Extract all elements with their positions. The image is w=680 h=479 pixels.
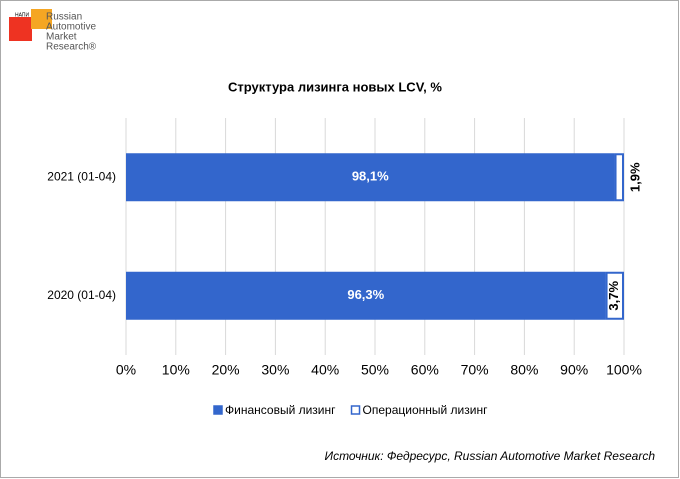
x-tick-label: 0%	[116, 362, 136, 378]
legend-swatch	[213, 405, 223, 415]
chart-title: Структура лизинга новых LCV, %	[228, 79, 442, 94]
data-label: 96,3%	[347, 287, 384, 302]
x-tick-label: 20%	[212, 362, 240, 378]
bar-segment	[126, 153, 615, 202]
logo-line: Research®	[46, 42, 97, 53]
bar-segment	[605, 271, 624, 320]
logo-line: Russian	[46, 12, 82, 23]
logo-line: Automotive	[46, 22, 96, 33]
legend-label: Операционный лизинг	[363, 403, 489, 417]
x-tick-label: 40%	[311, 362, 339, 378]
x-tick-label: 50%	[361, 362, 389, 378]
source: Источник: Федресурс, Russian Automotive …	[324, 449, 655, 463]
logo-line: Market	[46, 32, 77, 43]
bar-segment	[614, 153, 625, 202]
x-tick-label: 30%	[261, 362, 289, 378]
x-tick-label: 100%	[606, 362, 642, 378]
data-label: 1,9%	[627, 162, 642, 192]
x-tick-label: 10%	[162, 362, 190, 378]
legend-label: Финансовый лизинг	[225, 403, 336, 417]
logo-red	[9, 17, 32, 41]
data-label: 98,1%	[352, 169, 389, 184]
logo-orange	[31, 9, 52, 29]
x-tick-label: 90%	[560, 362, 588, 378]
x-tick-label: 60%	[411, 362, 439, 378]
x-tick-label: 80%	[510, 362, 538, 378]
data-label: 3,7%	[606, 280, 621, 310]
legend-swatch	[350, 405, 361, 415]
x-tick-label: 70%	[461, 362, 489, 378]
logo-small: НАПИ	[15, 12, 29, 18]
y-tick-label: 2021 (01-04)	[47, 169, 116, 183]
logo: НАПИ Russian Automotive Market Research®	[9, 9, 97, 53]
bar-segment	[126, 271, 606, 320]
y-tick-label: 2020 (01-04)	[47, 288, 116, 302]
